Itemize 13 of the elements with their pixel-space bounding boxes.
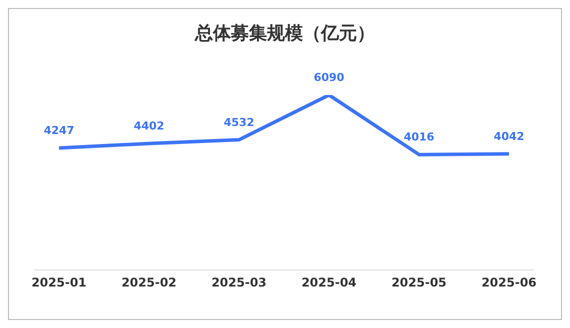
- data-label: 4532: [224, 116, 254, 129]
- x-tick-label: 2025-01: [31, 276, 87, 290]
- x-tick-label: 2025-02: [121, 276, 177, 290]
- chart-title: 总体募集规模（亿元）: [194, 22, 376, 45]
- data-label: 4402: [134, 120, 164, 133]
- x-tick-label: 2025-04: [301, 276, 357, 290]
- x-tick-label: 2025-05: [391, 276, 447, 290]
- data-label: 4042: [494, 130, 524, 143]
- data-label: 6090: [314, 71, 345, 84]
- x-tick-label: 2025-03: [211, 276, 267, 290]
- data-label: 4247: [44, 124, 74, 137]
- x-tick-label: 2025-06: [481, 276, 537, 290]
- data-label: 4016: [404, 130, 435, 144]
